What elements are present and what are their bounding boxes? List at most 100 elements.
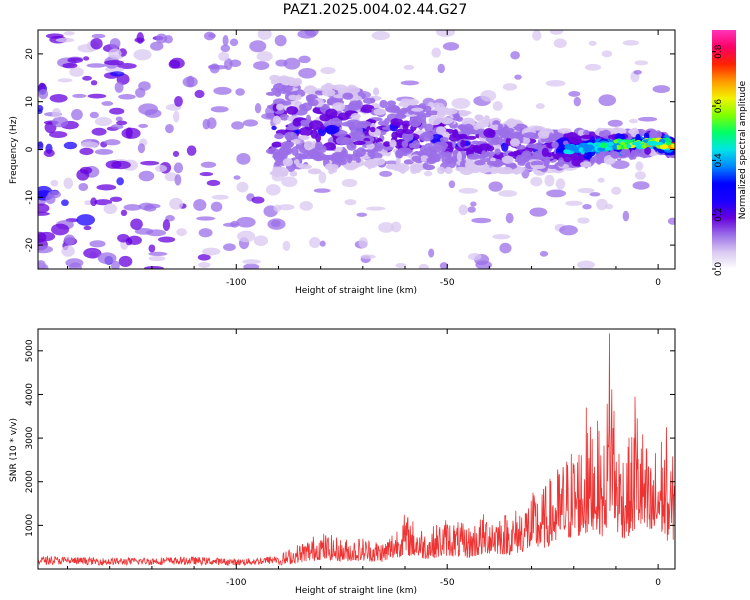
spectral-cell [437, 63, 445, 74]
spectral-cell [298, 135, 310, 141]
y-tick-label: 0 [25, 146, 35, 152]
spectral-cell [38, 231, 47, 243]
spectral-cell [47, 190, 61, 199]
spectral-cell [390, 117, 404, 127]
spectral-cell [403, 64, 415, 70]
spectral-cell [576, 260, 595, 269]
spectral-cell [318, 171, 327, 184]
x-tick-label: 0 [655, 578, 661, 588]
spectral-cell [622, 40, 640, 46]
spectral-cell [389, 139, 397, 148]
spectral-cell [63, 177, 74, 190]
spectral-cell [439, 262, 449, 269]
spectral-peak [578, 147, 584, 153]
colorbar-scale [712, 30, 736, 269]
spectral-cell [411, 107, 424, 112]
spectral-cell [148, 255, 166, 262]
spectral-cell [510, 51, 520, 60]
spectral-peak [631, 142, 639, 146]
spectral-peak [616, 144, 621, 150]
spectral-cell [79, 166, 93, 175]
spectral-cell [447, 108, 458, 115]
spectral-cell [377, 120, 388, 126]
spectral-cell [257, 30, 272, 40]
spectral-cell [313, 188, 331, 193]
spectral-peak [567, 146, 576, 151]
spectral-cell [38, 105, 44, 112]
spectral-cell [622, 210, 630, 222]
spectral-cell [223, 243, 236, 251]
spectral-peak [613, 139, 619, 144]
spectral-cell [94, 148, 114, 155]
spectral-cell [638, 116, 658, 122]
spectral-cell [249, 40, 267, 53]
spectral-cell [210, 106, 229, 113]
spectral-cell [45, 33, 64, 39]
spectral-cell [565, 200, 583, 206]
spectral-cell [90, 80, 98, 86]
spectral-cell [103, 203, 118, 215]
spectral-peak [653, 141, 664, 146]
spectral-cell [455, 166, 468, 172]
spectral-cell [568, 90, 581, 97]
spectral-cell [557, 157, 565, 167]
spectral-cell [634, 171, 646, 180]
spectral-cell [633, 69, 642, 75]
spectral-cell [308, 99, 319, 107]
spectral-peak [627, 139, 633, 143]
spectral-cell [501, 155, 514, 164]
spectral-cell [265, 148, 280, 155]
spectral-cell [198, 228, 213, 238]
spectral-cell [505, 212, 514, 224]
spectral-cell [466, 153, 480, 160]
spectral-cell [319, 113, 331, 122]
spectral-cell [456, 151, 462, 162]
spectral-cell [428, 248, 435, 258]
spectral-cell [541, 147, 549, 158]
spectral-cell [628, 118, 639, 124]
spectral-cell [488, 181, 503, 192]
spectrogram-y-axis: -20 -10 0 10 20 [25, 48, 675, 252]
spectral-cell [457, 124, 468, 130]
spectral-cell [494, 135, 500, 140]
spectral-cell [134, 37, 145, 43]
spectrogram-heatmap [38, 30, 675, 269]
spectral-cell [236, 153, 251, 165]
spectral-cell [130, 218, 143, 230]
spectral-peak [607, 141, 615, 147]
spectral-cell [423, 143, 434, 153]
spectral-cell [298, 164, 312, 170]
spectral-cell [256, 51, 273, 62]
spectral-cell [502, 83, 518, 91]
spectral-cell [202, 118, 211, 130]
spectral-cell [580, 161, 592, 168]
spectral-cell [598, 94, 617, 107]
spectral-cell [521, 150, 532, 161]
spectral-cell [108, 48, 122, 60]
spectral-cell [545, 79, 566, 87]
spectral-cell [494, 148, 501, 155]
y-tick-label: -10 [25, 190, 35, 205]
spectral-cell [324, 124, 340, 134]
spectral-cell [483, 128, 495, 138]
spectral-cell [483, 115, 490, 121]
spectral-cell [619, 147, 631, 157]
spectral-cell [589, 192, 601, 197]
spectral-cell [359, 104, 375, 113]
spectral-cell [146, 229, 167, 237]
spectral-cell [198, 261, 211, 269]
spectral-cell [61, 245, 75, 257]
spectral-cell [345, 85, 360, 95]
spectral-cell [548, 132, 554, 142]
x-tick-label: -100 [226, 578, 247, 588]
spectral-cell [209, 63, 220, 74]
spectral-cell [332, 102, 346, 112]
spectral-cell [580, 134, 594, 140]
spectral-cell [220, 44, 231, 53]
spectral-cell [529, 207, 548, 217]
spectral-cell [282, 240, 291, 251]
spectral-cell [51, 116, 69, 128]
spectral-cell [549, 30, 564, 35]
spectral-cell [453, 129, 459, 138]
